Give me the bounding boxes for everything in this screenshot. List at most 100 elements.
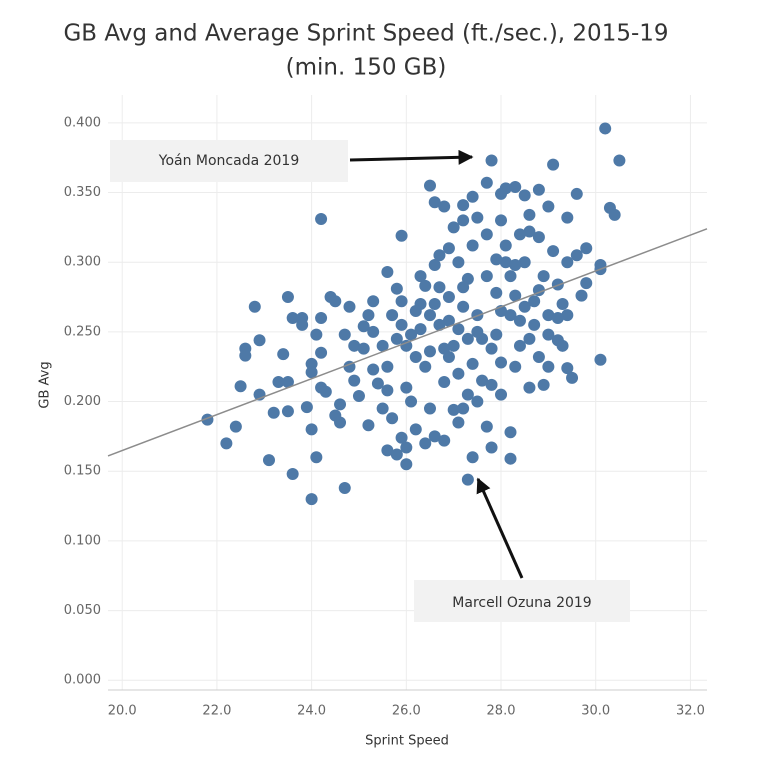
point [390, 332, 403, 345]
x-axis-label: Sprint Speed [365, 734, 449, 749]
point [537, 270, 550, 283]
point [495, 356, 508, 369]
y-tick-label: 0.050 [64, 603, 101, 618]
y-tick-label: 0.400 [64, 115, 101, 130]
point [442, 291, 455, 304]
point [395, 318, 408, 331]
point [542, 200, 555, 213]
point [504, 452, 517, 465]
point [409, 350, 422, 363]
point [400, 441, 413, 454]
point [452, 323, 465, 336]
point [551, 278, 564, 291]
point [386, 412, 399, 425]
point [490, 253, 503, 266]
point [400, 381, 413, 394]
point [518, 189, 531, 202]
point [428, 298, 441, 311]
point [461, 388, 474, 401]
point [471, 325, 484, 338]
point [504, 309, 517, 322]
point [405, 395, 418, 408]
point [438, 376, 451, 389]
point [485, 378, 498, 391]
point [566, 371, 579, 384]
annotation-box [110, 140, 348, 182]
point [580, 242, 593, 255]
point [319, 385, 332, 398]
point [348, 374, 361, 387]
point [367, 295, 380, 308]
point [315, 311, 328, 324]
point [613, 154, 626, 167]
point [267, 406, 280, 419]
point [466, 239, 479, 252]
point [528, 318, 541, 331]
point [490, 328, 503, 341]
point [300, 401, 313, 414]
point [438, 434, 451, 447]
x-tick-label: 28.0 [487, 704, 516, 719]
point [509, 360, 522, 373]
point [381, 360, 394, 373]
point [305, 493, 318, 506]
point [409, 423, 422, 436]
point [457, 300, 470, 313]
point [561, 256, 574, 269]
point [310, 328, 323, 341]
point [499, 256, 512, 269]
point [381, 265, 394, 278]
point [253, 334, 266, 347]
y-tick-label: 0.250 [64, 324, 101, 339]
point [400, 339, 413, 352]
point [471, 395, 484, 408]
point [305, 357, 318, 370]
point [390, 448, 403, 461]
point [480, 420, 493, 433]
point [305, 423, 318, 436]
point [433, 281, 446, 294]
point [608, 208, 621, 221]
point [570, 187, 583, 200]
trend-line [107, 228, 708, 457]
y-tick-label: 0.000 [64, 673, 101, 688]
point [419, 360, 432, 373]
point [428, 430, 441, 443]
point [409, 304, 422, 317]
point [286, 311, 299, 324]
point [334, 416, 347, 429]
point [485, 154, 498, 167]
point [570, 249, 583, 262]
point [281, 405, 294, 418]
point [428, 259, 441, 271]
point [547, 158, 560, 171]
point [414, 323, 427, 336]
point [367, 325, 380, 338]
point [556, 298, 569, 311]
point [395, 229, 408, 242]
point [523, 381, 536, 394]
point [461, 332, 474, 345]
x-tick-label: 20.0 [108, 704, 137, 719]
point [286, 468, 299, 481]
point [343, 300, 356, 313]
point [528, 295, 541, 308]
point [447, 221, 460, 234]
annotations: Yoán Moncada 2019 Marcell Ozuna 2019 [110, 140, 630, 622]
point [480, 176, 493, 189]
point [513, 314, 526, 327]
point [381, 384, 394, 397]
point [423, 345, 436, 358]
point [352, 389, 365, 402]
point [433, 249, 446, 262]
point [457, 402, 470, 415]
point [466, 190, 479, 203]
point [457, 199, 470, 212]
point [447, 339, 460, 352]
arrow [476, 477, 524, 579]
point [580, 277, 593, 290]
point [376, 402, 389, 415]
point [537, 378, 550, 391]
point [234, 380, 247, 393]
